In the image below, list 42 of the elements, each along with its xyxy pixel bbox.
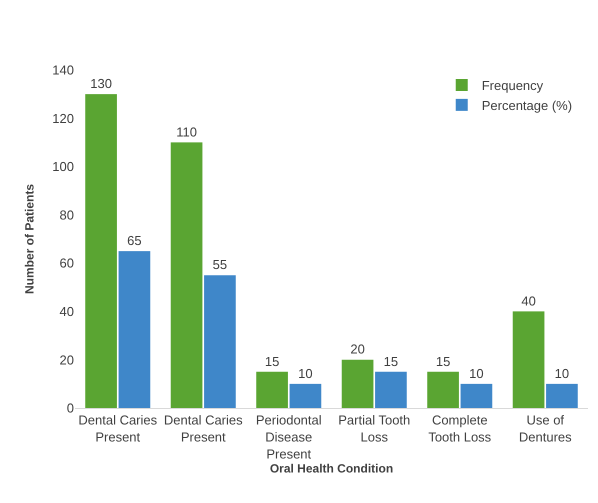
data-label: 40 — [521, 293, 536, 308]
data-label: 55 — [212, 257, 228, 272]
bar — [256, 372, 288, 408]
y-tick-label: 140 — [52, 62, 74, 78]
bar — [342, 360, 374, 408]
data-label: 15 — [384, 354, 398, 369]
x-tick-label: Periodontal Disease Present — [256, 412, 322, 462]
data-label: 15 — [436, 354, 450, 369]
y-tick-label: 120 — [52, 110, 74, 126]
bar — [512, 311, 544, 408]
y-tick-label: 60 — [60, 256, 74, 271]
y-axis-title: Number of Patients — [22, 184, 37, 294]
data-label: 10 — [554, 366, 570, 381]
data-label: 10 — [298, 366, 313, 381]
legend-label: Percentage (%) — [482, 98, 572, 113]
bar — [290, 384, 322, 408]
y-tick-label: 0 — [66, 400, 74, 416]
bar — [118, 251, 150, 408]
data-label: 130 — [90, 76, 112, 92]
bar — [546, 384, 578, 408]
bar — [427, 372, 459, 408]
y-tick-label: 20 — [60, 352, 74, 368]
bar — [170, 142, 202, 408]
bar — [460, 384, 492, 408]
x-tick-label: Use of Dentures — [518, 412, 572, 444]
bar — [204, 275, 236, 408]
x-axis-title: Oral Health Condition — [270, 461, 394, 476]
data-label: 15 — [264, 354, 280, 369]
bar — [85, 94, 117, 408]
y-tick-label: 80 — [60, 207, 74, 222]
x-tick-label: Dental Caries Present — [164, 412, 244, 444]
data-label: 10 — [469, 366, 484, 381]
y-tick-label: 40 — [60, 304, 74, 319]
x-tick-label: Dental Caries Present — [78, 412, 158, 444]
data-label: 110 — [176, 124, 197, 140]
data-label: 65 — [127, 233, 142, 248]
x-tick-label: Partial Tooth Loss — [338, 412, 410, 444]
x-tick-label: Complete Tooth Loss — [428, 412, 492, 444]
bar — [375, 372, 407, 408]
data-label: 20 — [350, 342, 365, 357]
y-tick-label: 100 — [52, 159, 74, 174]
legend-label: Frequency — [482, 78, 544, 94]
